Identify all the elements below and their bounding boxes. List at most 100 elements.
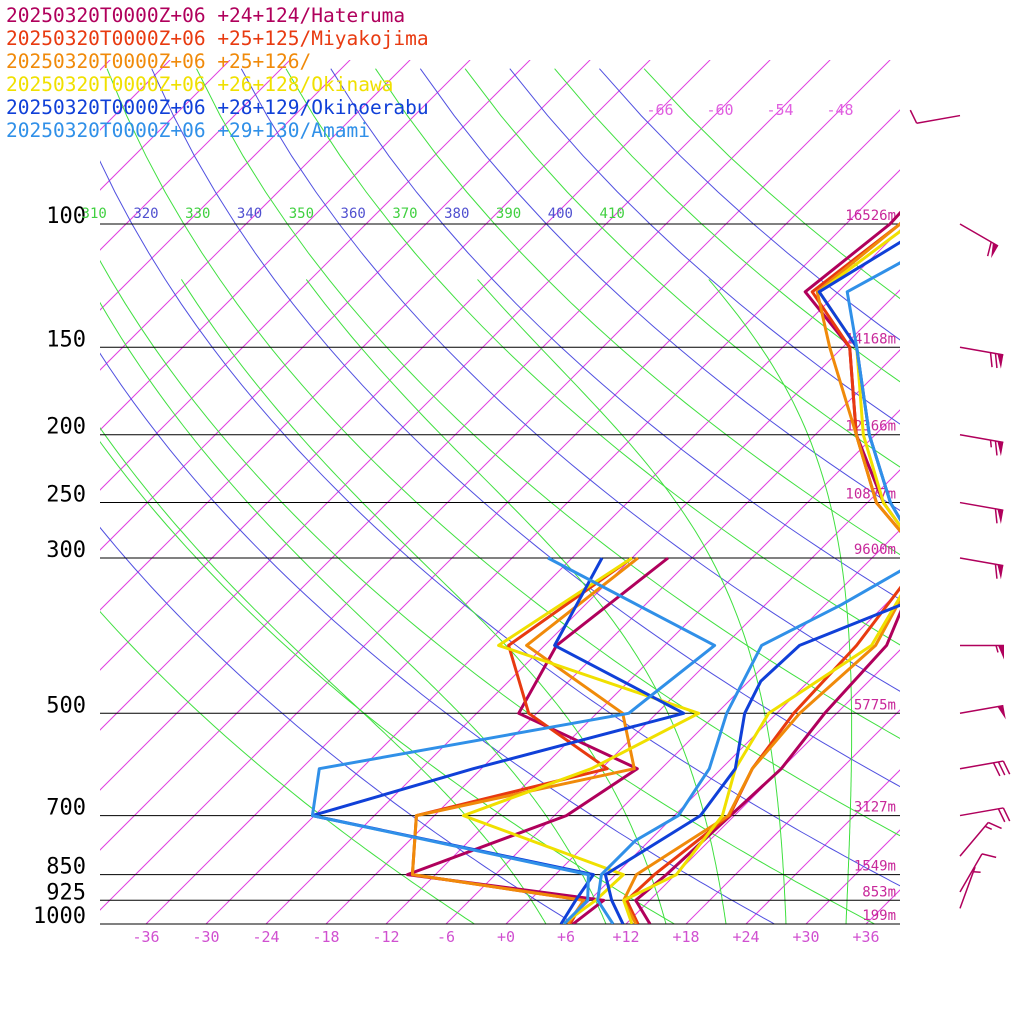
- wind-barb-shaft: [959, 223, 999, 247]
- x-tick-label: -6: [437, 928, 455, 946]
- wind-barb-flag: [1002, 807, 1011, 822]
- isotherm-line: [100, 60, 531, 491]
- theta-label: 340: [237, 206, 262, 222]
- dry-adiabat-line: [375, 68, 900, 556]
- theta-label: 310: [82, 206, 107, 222]
- dry-adiabat-line: [151, 68, 900, 788]
- height-label: 3127m: [854, 800, 896, 816]
- wind-barb: [959, 853, 997, 893]
- wind-barb-shaft: [959, 821, 989, 857]
- height-label: 199m: [862, 908, 896, 924]
- isotherm-line: [100, 60, 771, 731]
- dry-adiabat-line: [100, 259, 875, 924]
- wind-barb: [959, 760, 1011, 777]
- dry-adiabat-line: [419, 68, 900, 512]
- wind-barb: [959, 223, 999, 259]
- wind-barb-flag: [1002, 760, 1011, 775]
- theta-label: 320: [133, 206, 158, 222]
- isotherm-label: -60: [706, 101, 733, 119]
- dry-adiabat-line: [330, 68, 900, 600]
- theta-label: 390: [496, 206, 521, 222]
- wind-barb-flag: [981, 853, 997, 859]
- height-label: 12366m: [845, 419, 896, 435]
- temperature-profile: [603, 240, 900, 924]
- isotherm-line: [100, 60, 711, 671]
- wind-barb: [959, 807, 1011, 823]
- wind-barb-flag: [994, 353, 998, 369]
- wind-barb-flag: [994, 508, 998, 524]
- isotherm-line: [100, 60, 831, 791]
- isotherm-line: [385, 409, 900, 924]
- wind-barbs: [909, 109, 1011, 909]
- dry-adiabat-line: [100, 526, 575, 924]
- isotherm-line: [100, 60, 651, 611]
- pressure-label: 100: [46, 204, 86, 229]
- isotherm-line: [265, 289, 900, 924]
- wind-barb-shaft: [959, 501, 1004, 511]
- wind-barb: [959, 704, 1006, 720]
- temperature-profile: [596, 261, 900, 924]
- moist-adiabat-line: [100, 426, 547, 924]
- wind-barb-pennant: [997, 564, 1004, 580]
- wind-barb-shaft: [959, 853, 983, 893]
- x-tick-label: +6: [557, 928, 575, 946]
- pressure-label: 150: [46, 327, 86, 352]
- dry-adiabat-line: [554, 68, 900, 383]
- x-tick-label: +30: [792, 928, 819, 946]
- wind-barb: [909, 109, 961, 124]
- wind-barb-flag: [992, 762, 1001, 777]
- sounding-profiles: [310, 210, 900, 924]
- temperature-profile: [622, 221, 900, 924]
- height-label: 853m: [862, 884, 896, 900]
- legend-entry: 20250320T0000Z+06 +24+124/Hateruma: [6, 4, 406, 27]
- isotherm-line: [100, 60, 231, 191]
- isotherm-line: [865, 889, 900, 924]
- pressure-label: 925: [46, 880, 86, 905]
- isotherm-line: [145, 169, 900, 924]
- x-tick-label: -18: [312, 928, 339, 946]
- x-tick-label: -36: [132, 928, 159, 946]
- legend-entry: 20250320T0000Z+06 +26+128/Okinawa: [6, 73, 394, 96]
- x-tick-label: +0: [497, 928, 515, 946]
- isotherm-line: [100, 60, 471, 431]
- theta-label: 360: [341, 206, 366, 222]
- isotherm-line: [805, 829, 900, 924]
- dry-adiabat-line: [285, 68, 900, 646]
- legend-entry: 20250320T0000Z+06 +29+130/Amami: [6, 119, 370, 142]
- wind-barb-shaft: [959, 866, 976, 909]
- isotherm-line: [100, 60, 591, 551]
- pressure-label: 700: [46, 796, 86, 821]
- dry-adiabat-line: [100, 352, 775, 924]
- wind-barb-flag: [986, 241, 992, 257]
- wind-barb-shaft: [959, 760, 1004, 770]
- legend: 20250320T0000Z+06 +24+124/Hateruma 202503…: [6, 4, 429, 142]
- dry-adiabat-line: [464, 68, 900, 468]
- wind-barb-flag: [909, 109, 918, 124]
- legend-entry: 20250320T0000Z+06 +25+126/: [6, 50, 312, 73]
- wind-barb-flag: [997, 808, 1006, 823]
- temperature-profile: [625, 221, 900, 924]
- wind-barb-pennant: [997, 441, 1004, 457]
- wind-barb: [959, 557, 1004, 580]
- height-label: 1549m: [854, 859, 896, 875]
- wind-barb-halfflag: [984, 825, 993, 830]
- moist-adiabat-line: [100, 301, 607, 924]
- theta-label: 400: [548, 206, 573, 222]
- isotherm-line: [100, 60, 411, 371]
- wind-barb: [959, 346, 1004, 369]
- wind-barb-pennant: [997, 509, 1004, 524]
- theta-label: 350: [289, 206, 314, 222]
- height-label: 14168m: [845, 331, 896, 347]
- wind-barb-pennant: [991, 243, 999, 259]
- isotherm-line: [986, 0, 1024, 924]
- isotherm-line: [325, 349, 900, 924]
- wind-barb-flag: [989, 352, 993, 368]
- wind-barb: [959, 866, 981, 909]
- isotherm-line: [100, 60, 291, 251]
- wind-barb: [959, 821, 1002, 857]
- pressure-label: 300: [46, 538, 86, 563]
- isotherm-line: [445, 469, 900, 924]
- wind-barb-flag: [987, 821, 1002, 830]
- x-tick-label: +12: [612, 928, 639, 946]
